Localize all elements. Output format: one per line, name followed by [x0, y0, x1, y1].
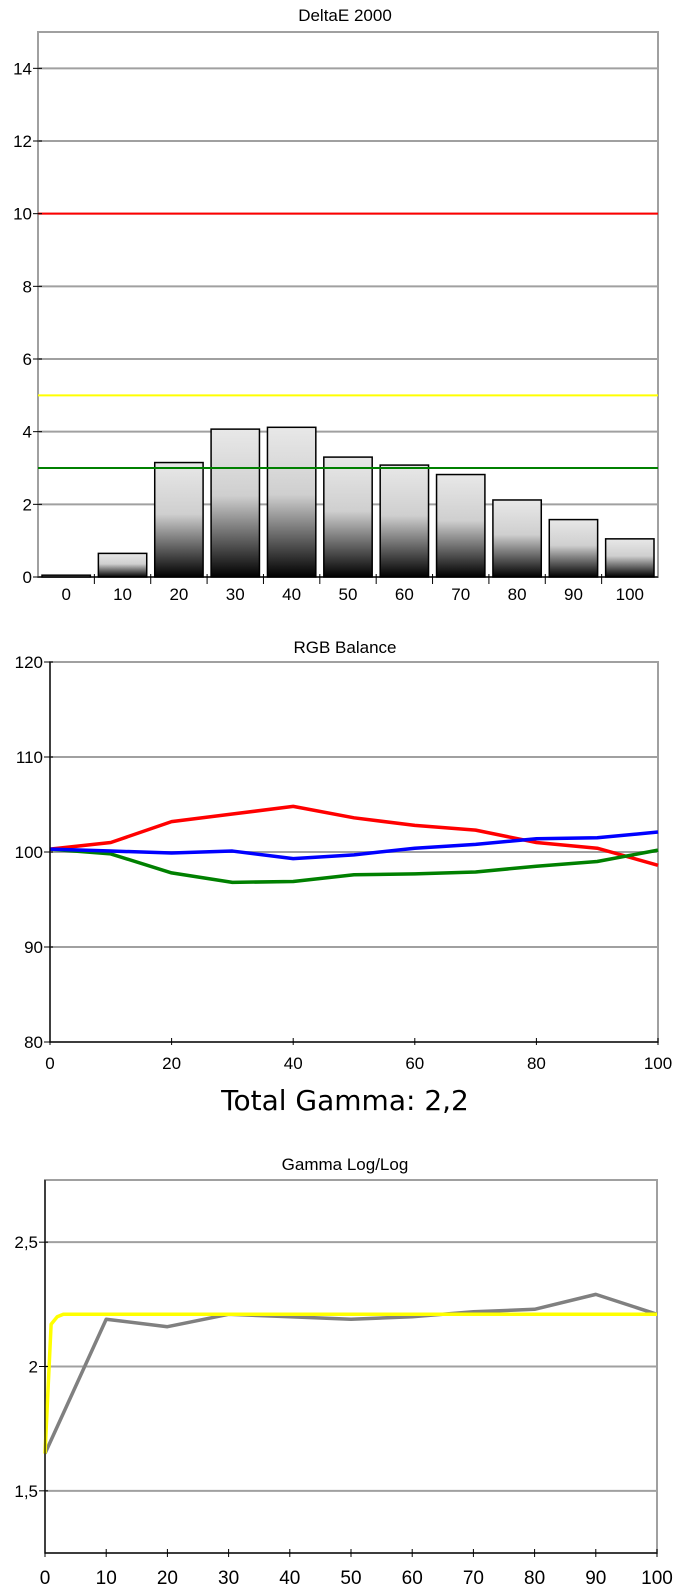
rgb-title: RGB Balance	[294, 638, 397, 657]
gamma-x-tick-label: 70	[463, 1568, 484, 1589]
deltae-bar	[604, 538, 655, 578]
gamma-x-tick-label: 40	[279, 1568, 300, 1589]
deltae-y-tick-label: 0	[23, 568, 32, 587]
deltae-x-tick-label: 0	[61, 585, 70, 604]
rgb-y-tick-label: 120	[15, 653, 43, 672]
deltae-bar	[153, 461, 204, 578]
deltae-x-tick-label: 100	[616, 585, 644, 604]
deltae-bar	[492, 499, 543, 578]
gamma-title: Gamma Log/Log	[282, 1155, 409, 1174]
deltae-x-tick-label: 10	[113, 585, 132, 604]
gamma-series-line	[43, 1312, 657, 1454]
rgb-x-tick-label: 0	[45, 1054, 54, 1073]
deltae-y-tick-label: 4	[23, 423, 32, 442]
gamma-y-tick-label: 2	[29, 1358, 38, 1377]
gamma-loglog-chart: Gamma Log/Log 1,5 2 2,5 0 10 20 30 40 50 60 70 80 90…	[14, 1155, 673, 1589]
deltae-x-tick-label: 70	[451, 585, 470, 604]
deltae-y-tick-label: 12	[13, 132, 32, 151]
deltae-bar	[210, 428, 261, 578]
gamma-x-tick-label: 90	[585, 1568, 606, 1589]
rgb-series-line	[49, 830, 659, 861]
deltae-bar	[435, 473, 486, 578]
deltae-bar	[97, 552, 148, 578]
gamma-series-line	[43, 1292, 658, 1455]
deltae-chart: DeltaE 2000 0 2 4 6 8 10 12 14 0 10 20 30 40 50 60 70 80…	[13, 6, 659, 604]
deltae-x-tick-label: 60	[395, 585, 414, 604]
rgb-balance-chart: RGB Balance 80 90 100 110 120 0 20 40 60 80 100	[15, 638, 673, 1073]
rgb-x-tick-label: 100	[644, 1054, 672, 1073]
gamma-x-tick-label: 20	[157, 1568, 178, 1589]
gamma-y-tick-label: 1,5	[14, 1482, 38, 1501]
deltae-bar	[379, 464, 430, 578]
total-gamma-label: Total Gamma: 2,2	[221, 1084, 469, 1117]
rgb-x-tick-label: 20	[162, 1054, 181, 1073]
deltae-x-tick-label: 40	[282, 585, 301, 604]
deltae-y-tick-label: 6	[23, 350, 32, 369]
deltae-x-tick-label: 90	[564, 585, 583, 604]
deltae-y-tick-label: 8	[23, 277, 32, 296]
rgb-y-tick-label: 90	[24, 938, 43, 957]
deltae-y-tick-label: 2	[23, 495, 32, 514]
rgb-y-tick-label: 80	[24, 1033, 43, 1052]
gamma-x-tick-label: 30	[218, 1568, 239, 1589]
gamma-x-tick-label: 0	[40, 1568, 51, 1589]
gamma-x-tick-label: 50	[340, 1568, 361, 1589]
rgb-x-tick-label: 60	[405, 1054, 424, 1073]
rgb-series-line	[49, 847, 659, 885]
deltae-bar	[323, 456, 373, 578]
gamma-x-tick-label: 100	[641, 1568, 673, 1589]
deltae-x-tick-label: 80	[508, 585, 527, 604]
deltae-x-tick-label: 50	[339, 585, 358, 604]
gamma-x-tick-label: 60	[402, 1568, 423, 1589]
deltae-bar	[266, 426, 317, 578]
rgb-x-tick-label: 80	[527, 1054, 546, 1073]
rgb-y-tick-label: 110	[16, 748, 43, 767]
deltae-y-tick-label: 10	[13, 205, 32, 224]
deltae-x-tick-label: 30	[226, 585, 245, 604]
rgb-series-line	[49, 804, 659, 867]
deltae-title: DeltaE 2000	[298, 6, 392, 25]
rgb-x-tick-label: 40	[284, 1054, 303, 1073]
gamma-x-tick-label: 10	[96, 1568, 117, 1589]
deltae-x-tick-label: 20	[169, 585, 188, 604]
deltae-bar	[548, 518, 599, 578]
deltae-y-tick-label: 14	[13, 59, 32, 78]
rgb-y-tick-label: 100	[15, 843, 43, 862]
gamma-y-tick-label: 2,5	[14, 1233, 38, 1252]
gamma-x-tick-label: 80	[524, 1568, 545, 1589]
